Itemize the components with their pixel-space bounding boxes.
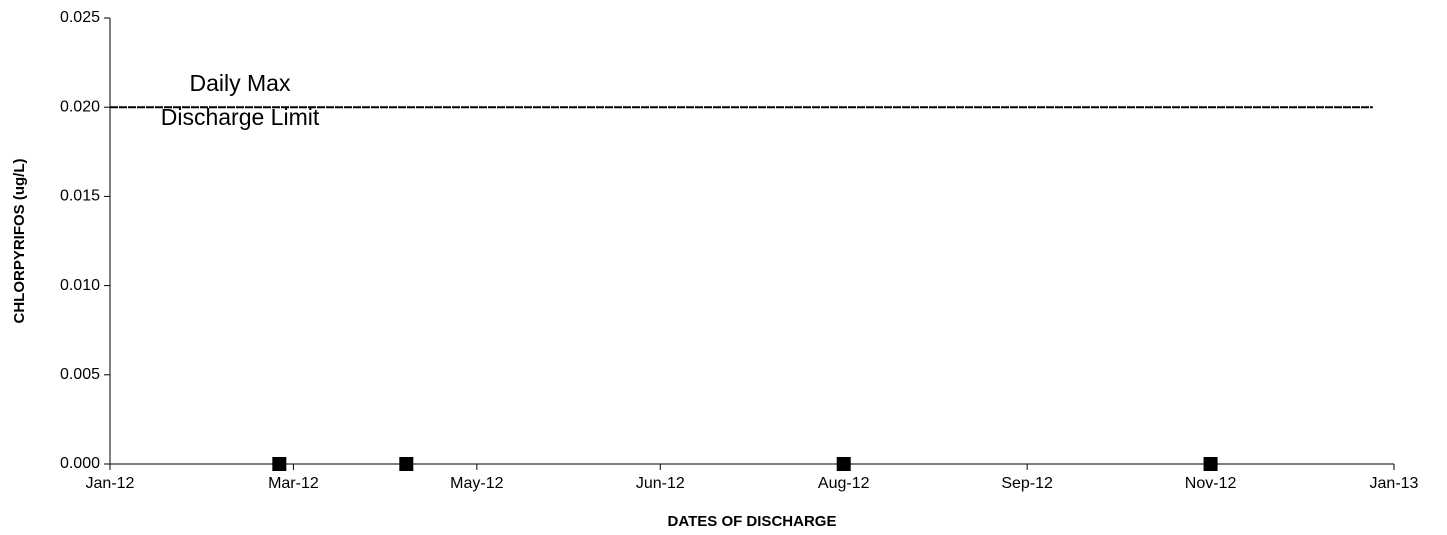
y-axis-title: CHLORPYRIFOS (ug/L) [11, 159, 28, 324]
annotation: Discharge Limit [161, 104, 320, 130]
y-tick-label: 0.020 [60, 98, 100, 115]
annotation: Daily Max [190, 70, 291, 96]
x-tick-label: Sep-12 [1001, 475, 1053, 492]
data-point [836, 457, 851, 471]
x-tick-label: Jan-12 [86, 475, 135, 492]
y-tick-label: 0.015 [60, 188, 100, 205]
x-tick-label: Aug-12 [818, 475, 870, 492]
x-tick-label: Nov-12 [1185, 475, 1237, 492]
y-tick-label: 0.025 [60, 9, 100, 26]
x-axis-title: DATES OF DISCHARGE [668, 513, 837, 530]
y-tick-label: 0.000 [60, 455, 100, 472]
data-point [1203, 457, 1218, 471]
data-point [399, 457, 414, 471]
x-tick-label: Jan-13 [1370, 475, 1419, 492]
x-tick-label: Jun-12 [636, 475, 685, 492]
y-tick-label: 0.005 [60, 366, 100, 383]
x-tick-label: Mar-12 [268, 475, 319, 492]
data-point [272, 457, 287, 471]
y-tick-label: 0.010 [60, 277, 100, 294]
x-tick-label: May-12 [450, 475, 503, 492]
